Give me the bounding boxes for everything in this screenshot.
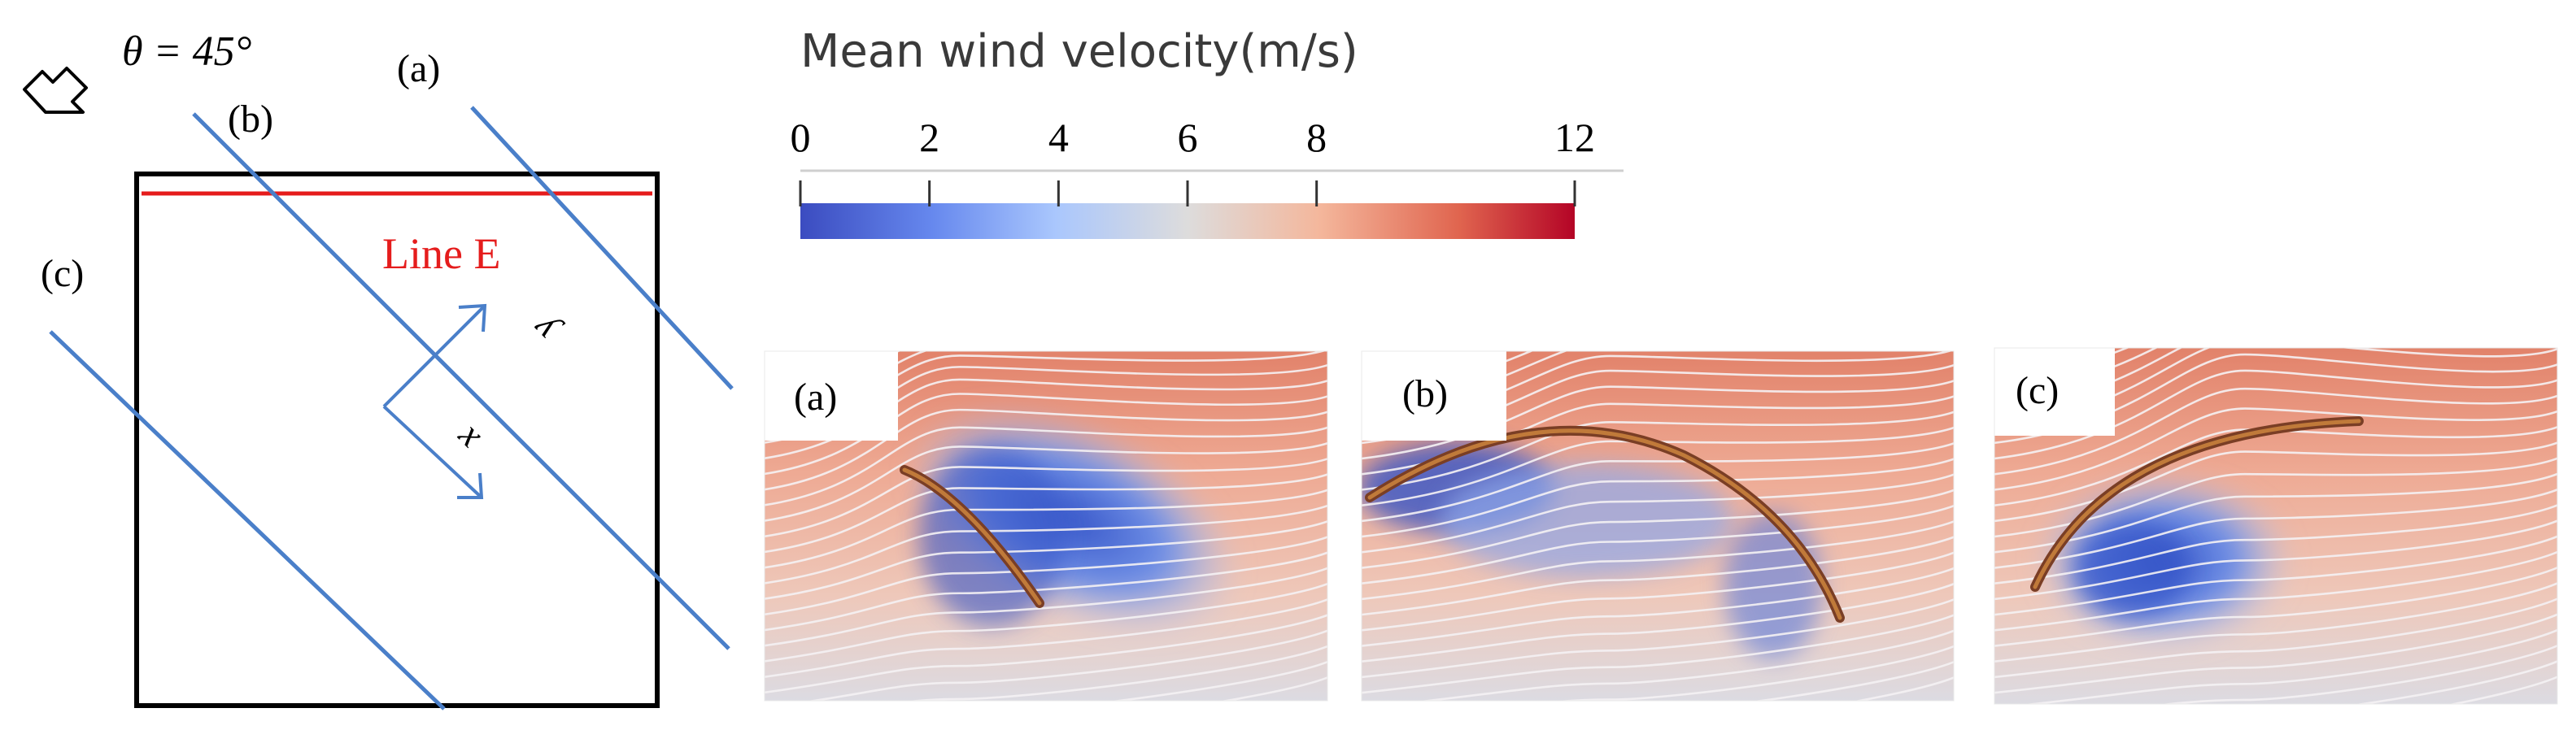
streamline bbox=[1994, 455, 2557, 539]
colorbar-tick-label: 6 bbox=[1178, 115, 1198, 160]
colorbar-gradient bbox=[800, 203, 1575, 239]
streamline bbox=[1362, 627, 1954, 701]
streamline bbox=[765, 642, 1327, 701]
section-label-c: (c) bbox=[41, 252, 84, 295]
streamline bbox=[1994, 424, 2557, 508]
axis-y-label: y bbox=[522, 309, 566, 353]
streamline bbox=[765, 658, 1327, 701]
section-label-b: (b) bbox=[228, 98, 273, 141]
streamline bbox=[765, 486, 1327, 570]
panel-c: (c) bbox=[1994, 347, 2558, 705]
streamline bbox=[765, 580, 1327, 664]
streamline bbox=[1994, 564, 2557, 648]
streamline bbox=[1362, 517, 1954, 602]
streamline bbox=[1362, 533, 1954, 617]
wind-direction-arrow-icon bbox=[23, 67, 88, 114]
streamline bbox=[765, 408, 1327, 492]
colorbar-tick-label: 4 bbox=[1048, 115, 1069, 160]
streamline bbox=[1994, 387, 2557, 476]
streamline bbox=[1994, 517, 2557, 602]
section-line-b bbox=[192, 112, 730, 650]
panel-a-label: (a) bbox=[794, 376, 837, 419]
streamline bbox=[1362, 549, 1954, 632]
panel-a: (a) bbox=[764, 350, 1328, 702]
streamline bbox=[765, 502, 1327, 586]
panel-b-label: (b) bbox=[1402, 372, 1448, 415]
streamline bbox=[765, 673, 1327, 701]
streamline bbox=[1362, 424, 1954, 508]
streamline bbox=[765, 595, 1327, 680]
streamline bbox=[1362, 580, 1954, 664]
panel-b: (b) bbox=[1361, 350, 1955, 702]
streamline bbox=[765, 471, 1327, 554]
colorbar-tick-label: 12 bbox=[1554, 115, 1595, 160]
streamline bbox=[1362, 611, 1954, 695]
streamline bbox=[1994, 486, 2557, 570]
streamline bbox=[765, 564, 1327, 648]
streamline bbox=[765, 533, 1327, 617]
schematic: θ = 45° Line E (a) (b) (c) y x bbox=[23, 28, 734, 710]
colorbar: Mean wind velocity(m/s) 0 2 4 6 8 12 bbox=[791, 25, 1624, 239]
streamline bbox=[1994, 642, 2557, 704]
streamline bbox=[1362, 642, 1954, 701]
streamline bbox=[1994, 580, 2557, 664]
streamline bbox=[765, 627, 1327, 701]
axis-x-label: x bbox=[451, 413, 493, 455]
panel-c-label: (c) bbox=[2016, 369, 2059, 412]
colorbar-ticks: 0 2 4 6 8 12 bbox=[791, 115, 1595, 206]
streamline bbox=[1994, 658, 2557, 704]
streamline bbox=[1994, 533, 2557, 617]
section-label-a: (a) bbox=[397, 47, 440, 90]
streamline bbox=[1362, 595, 1954, 680]
streamline bbox=[1994, 502, 2557, 586]
streamline bbox=[765, 549, 1327, 632]
streamline bbox=[1362, 486, 1954, 570]
section-line-c bbox=[49, 330, 446, 710]
streamline bbox=[765, 517, 1327, 602]
colorbar-tick-label: 8 bbox=[1306, 115, 1327, 160]
streamline bbox=[765, 424, 1327, 508]
streamline bbox=[765, 611, 1327, 695]
streamline bbox=[1994, 549, 2557, 632]
streamline bbox=[1994, 407, 2557, 492]
streamline bbox=[1994, 627, 2557, 704]
streamline bbox=[1362, 502, 1954, 586]
colorbar-tick-label: 0 bbox=[791, 115, 811, 160]
streamline bbox=[1362, 408, 1954, 492]
streamline bbox=[1362, 673, 1954, 701]
streamline bbox=[1362, 439, 1954, 524]
wind-angle-label: θ = 45° bbox=[122, 28, 251, 75]
streamline bbox=[1362, 564, 1954, 648]
building-outline bbox=[134, 172, 660, 708]
streamline bbox=[1994, 595, 2557, 680]
streamline bbox=[1994, 471, 2557, 554]
streamline bbox=[765, 455, 1327, 539]
streamline bbox=[1362, 658, 1954, 701]
colorbar-tick-label: 2 bbox=[919, 115, 939, 160]
streamline bbox=[765, 393, 1327, 476]
streamline bbox=[765, 439, 1327, 524]
streamline bbox=[1994, 673, 2557, 704]
streamline bbox=[1994, 611, 2557, 695]
colorbar-title: Mean wind velocity(m/s) bbox=[800, 25, 1358, 78]
section-line-a bbox=[470, 106, 734, 390]
line-e-label: Line E bbox=[382, 229, 500, 278]
streamline bbox=[1362, 471, 1954, 554]
local-axes bbox=[382, 303, 487, 499]
streamline bbox=[1362, 455, 1954, 539]
